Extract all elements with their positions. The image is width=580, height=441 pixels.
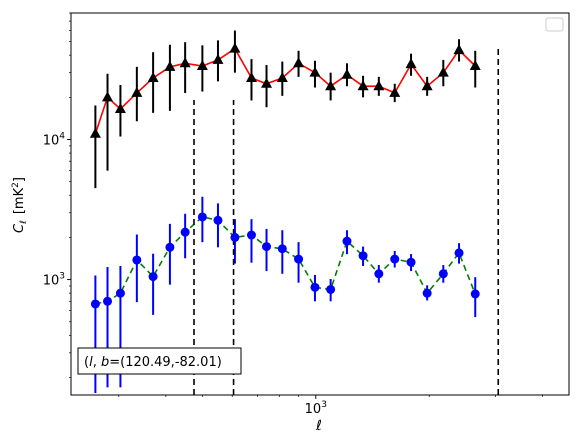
y-label-unit-sup: 2 [11, 182, 21, 188]
data-point-circle [103, 296, 113, 306]
vertical-lines [193, 48, 500, 395]
x-tick-label: 103 [305, 400, 327, 417]
data-point-triangle [114, 103, 126, 114]
data-point-circle [132, 255, 142, 265]
data-point-triangle [89, 127, 101, 138]
data-point-triangle [196, 59, 208, 70]
data-point-circle [180, 227, 190, 237]
plot-area [71, 13, 569, 395]
data-point-triangle [453, 44, 465, 55]
data-point-circle [438, 269, 448, 279]
y-label-unit: [mK [12, 187, 27, 214]
data-point-triangle [421, 80, 433, 91]
y-tick-label: 104 [43, 132, 66, 149]
data-point-circle [197, 212, 207, 222]
y-tick-label: 103 [43, 272, 65, 289]
data-point-circle [230, 232, 240, 242]
annotation-box [77, 347, 242, 375]
data-point-circle [213, 215, 223, 225]
data-point-circle [390, 254, 400, 264]
data-point-circle [246, 230, 256, 240]
data-point-circle [148, 272, 158, 282]
data-point-triangle [357, 80, 369, 91]
data-point-triangle [147, 71, 159, 82]
y-label-sub: ℓ [19, 220, 29, 225]
data-point-triangle [261, 77, 273, 88]
y-label-unit-end: ] [12, 177, 27, 182]
data-point-triangle [469, 59, 481, 70]
data-point-circle [277, 244, 287, 254]
data-point-triangle [276, 71, 288, 82]
data-point-triangle [341, 68, 353, 79]
data-point-circle [358, 251, 368, 261]
x-axis-label: ℓ [315, 418, 322, 434]
y-axis-label: Cℓ [mK2] [11, 177, 29, 233]
data-point-triangle [102, 91, 114, 102]
data-point-triangle [131, 86, 143, 97]
y-label-main: C [12, 223, 27, 233]
annotation-var-l: l [89, 355, 93, 370]
data-point-circle [326, 284, 336, 294]
series-markers [89, 42, 481, 309]
data-point-circle [115, 288, 125, 298]
data-point-circle [262, 242, 272, 252]
data-point-circle [310, 282, 320, 292]
data-point-triangle [373, 80, 385, 91]
data-point-triangle [164, 60, 176, 71]
data-point-triangle [212, 53, 224, 64]
data-point-triangle [309, 66, 321, 77]
data-point-circle [90, 299, 100, 309]
data-point-circle [165, 242, 175, 252]
data-point-circle [454, 248, 464, 258]
annotation-text: (l, b=(120.49,-82.01) [84, 355, 222, 370]
data-point-circle [374, 269, 384, 279]
annotation-coords: =(120.49,-82.01) [109, 355, 222, 370]
annotation: (l, b=(120.49,-82.01) [77, 347, 242, 375]
data-point-circle [342, 236, 352, 246]
data-point-triangle [437, 66, 449, 77]
data-point-circle [294, 254, 304, 264]
data-point-triangle [293, 57, 305, 68]
plot-frame [70, 12, 570, 396]
data-point-circle [422, 288, 432, 298]
data-point-triangle [325, 80, 337, 91]
annotation-var-b: b [101, 355, 109, 370]
data-point-circle [406, 257, 416, 267]
data-point-circle [470, 289, 480, 299]
data-point-triangle [245, 71, 257, 82]
data-point-triangle [229, 42, 241, 53]
data-point-triangle [405, 58, 417, 69]
data-point-triangle [179, 57, 191, 68]
data-point-triangle [389, 86, 401, 97]
legend-box [545, 17, 564, 32]
